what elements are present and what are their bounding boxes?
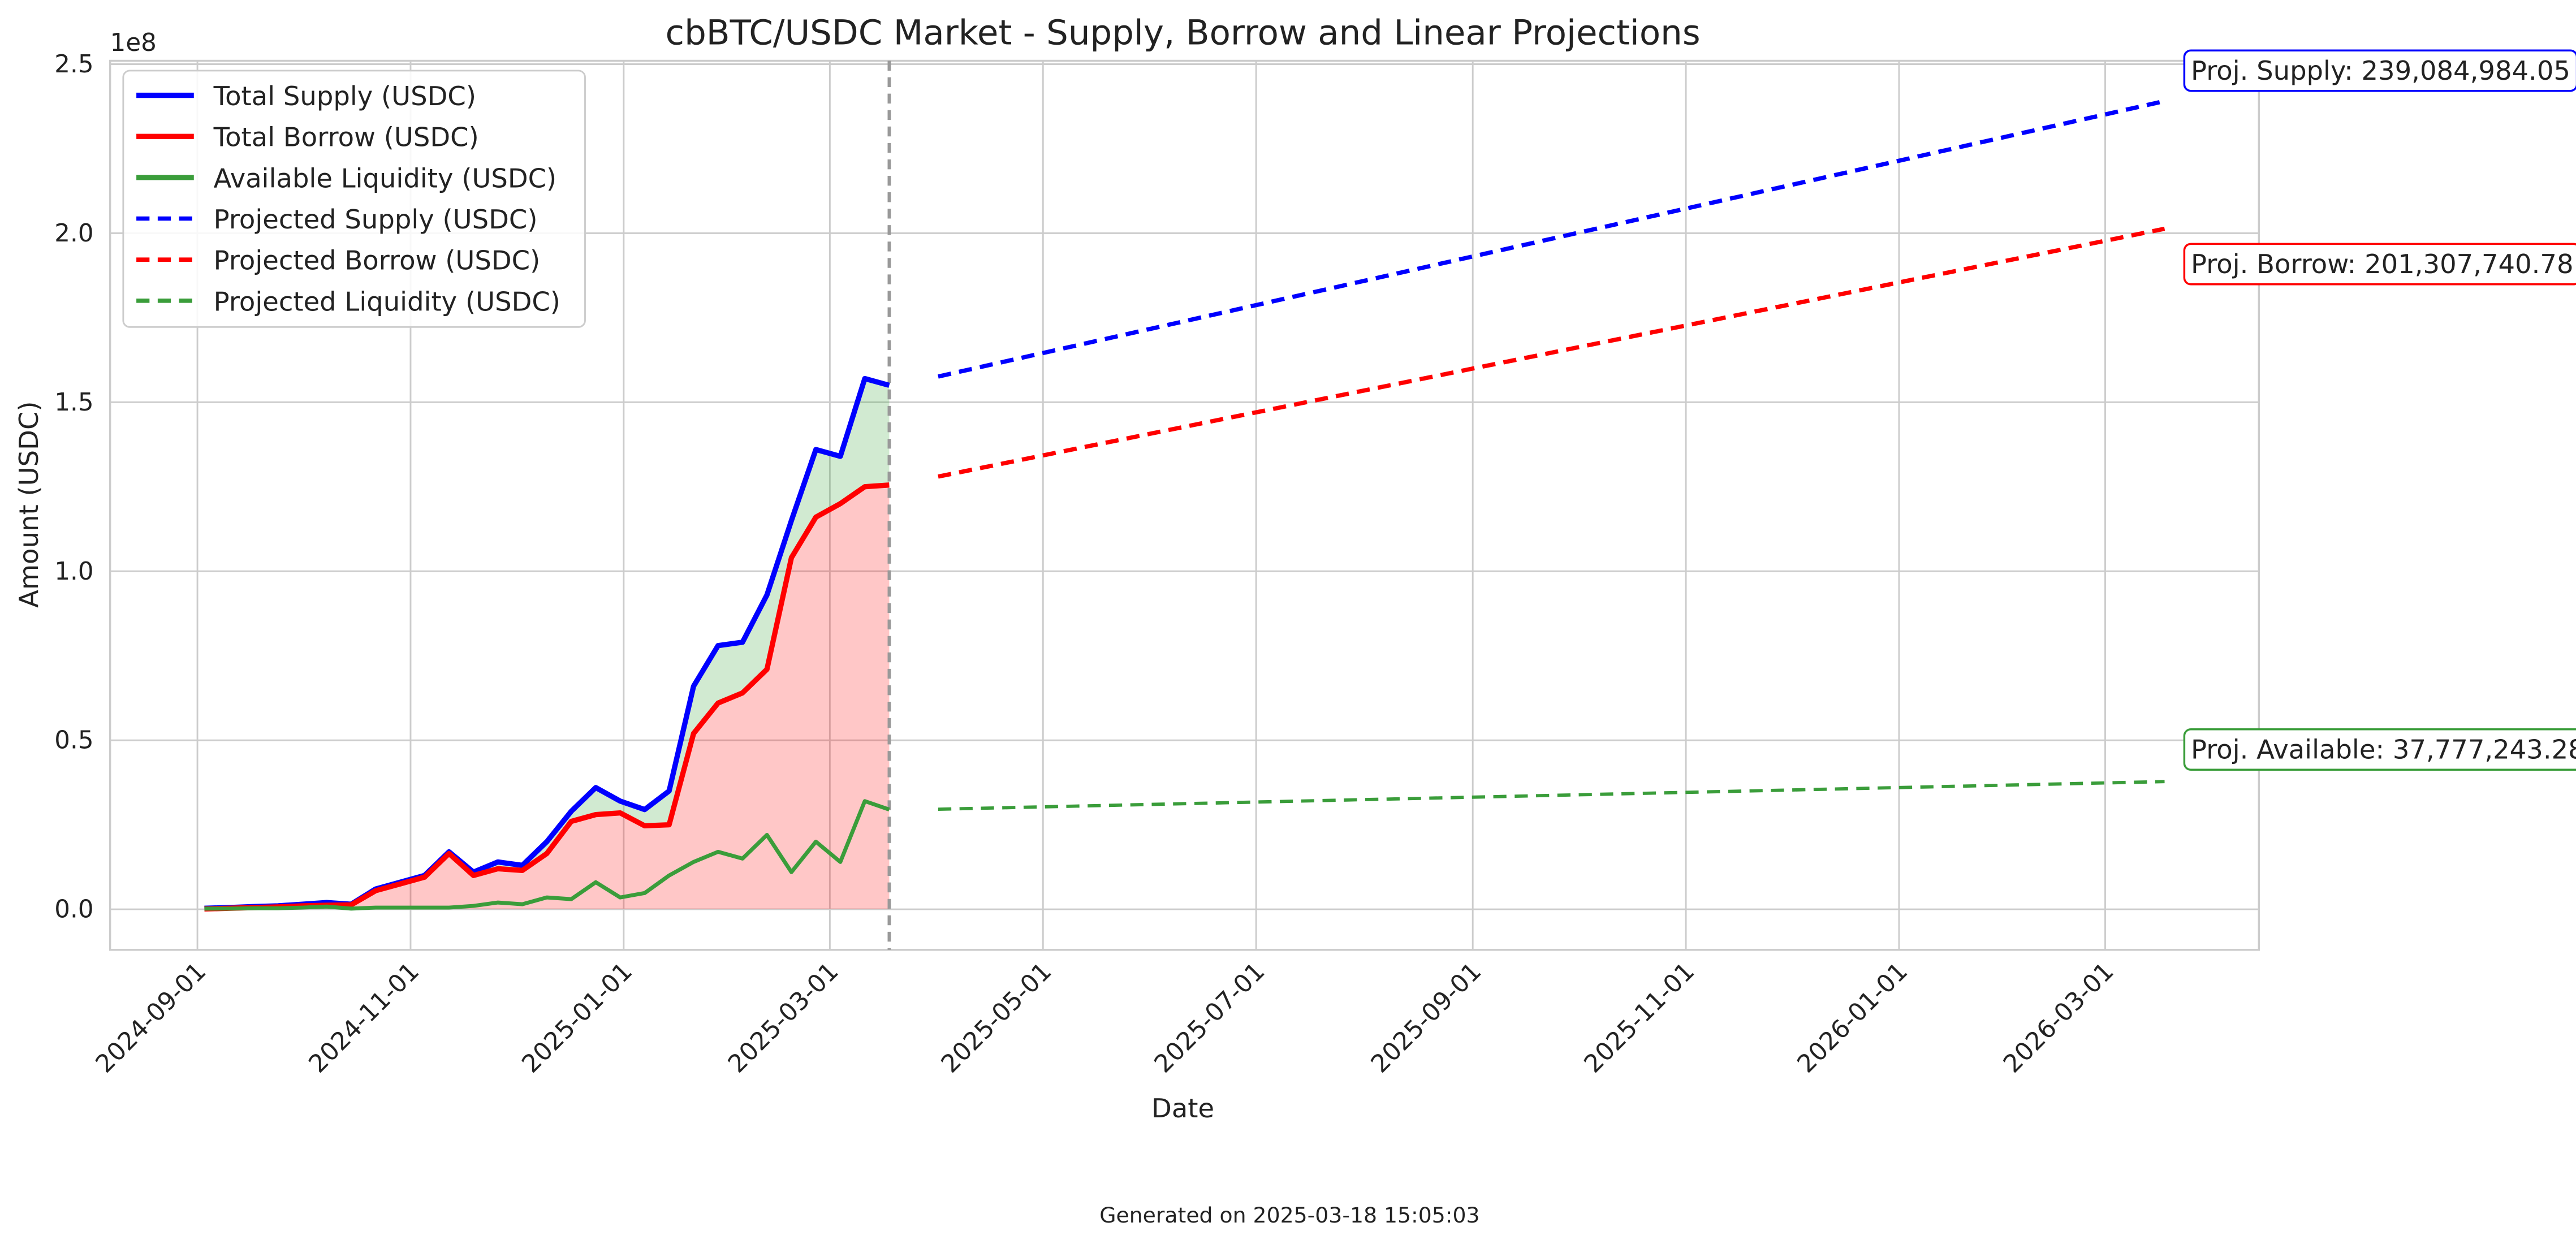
legend-label: Projected Borrow (USDC) xyxy=(214,245,541,276)
y-axis-label: Amount (USDC) xyxy=(14,401,44,607)
series-line xyxy=(938,99,2165,379)
legend-label: Available Liquidity (USDC) xyxy=(214,163,557,193)
series-line xyxy=(938,226,2165,479)
annotation-text: Proj. Available: 37,777,243.28 xyxy=(2191,735,2576,765)
annotation: Proj. Supply: 239,084,984.05 xyxy=(2183,49,2576,92)
x-axis-label: Date xyxy=(1151,1093,1214,1124)
annotation-text: Proj. Supply: 239,084,984.05 xyxy=(2191,55,2570,86)
footer: Generated on 2025-03-18 15:05:03 xyxy=(1099,1203,1479,1228)
legend: Total Supply (USDC) Total Borrow (USDC) Av… xyxy=(122,70,586,328)
area-fill xyxy=(204,378,890,909)
y-tick-label: 1.5 xyxy=(54,388,93,417)
annotation: Proj. Available: 37,777,243.28 xyxy=(2183,728,2576,771)
annotation-box xyxy=(2183,728,2576,771)
series-line xyxy=(938,780,2165,811)
y-tick-label: 2.5 xyxy=(54,50,93,79)
series-line xyxy=(204,799,890,911)
legend-label: Total Supply (USDC) xyxy=(213,81,476,111)
y-offset-label: 1e8 xyxy=(110,29,157,57)
annotation: Proj. Borrow: 201,307,740.78 xyxy=(2183,243,2576,286)
legend-label: Projected Supply (USDC) xyxy=(214,204,538,235)
legend-label: Projected Liquidity (USDC) xyxy=(214,286,560,317)
plot-border xyxy=(109,59,2260,951)
y-tick-label: 1.0 xyxy=(54,558,93,586)
legend-box xyxy=(122,70,586,328)
y-tick-label: 0.5 xyxy=(54,727,93,755)
annotation-box xyxy=(2183,243,2576,286)
chart-title: cbBTC/USDC Market - Supply, Borrow and L… xyxy=(666,12,1701,53)
y-tick-label: 2.0 xyxy=(54,219,93,248)
area-fill xyxy=(204,485,890,910)
legend-label: Total Borrow (USDC) xyxy=(213,122,479,153)
annotation-box xyxy=(2183,49,2576,92)
y-tick-label: 0.0 xyxy=(54,896,93,924)
annotation-text: Proj. Borrow: 201,307,740.78 xyxy=(2191,249,2574,279)
